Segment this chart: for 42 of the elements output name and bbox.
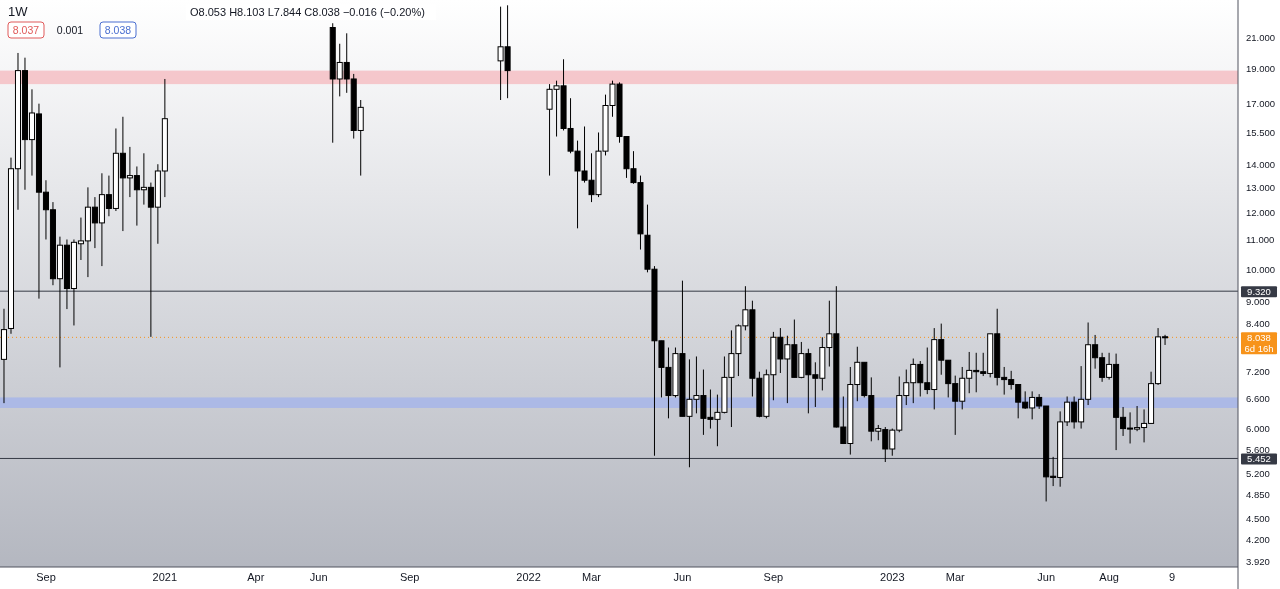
ref-line-label: 9.320: [1247, 286, 1271, 297]
y-tick-label: 4.500: [1246, 512, 1270, 524]
y-tick-label: 19.000: [1246, 63, 1276, 75]
y-tick-label: 21.000: [1246, 32, 1276, 44]
y-tick-label: 3.920: [1246, 555, 1270, 567]
x-tick-label: Jun: [673, 571, 692, 583]
y-tick-label: 12.000: [1246, 206, 1276, 218]
y-tick-label: 5.200: [1246, 467, 1270, 479]
ref-line-label: 5.452: [1247, 453, 1271, 465]
y-tick-label: 17.000: [1246, 97, 1276, 109]
y-tick-label: 4.850: [1246, 489, 1270, 501]
y-tick-label: 9.000: [1246, 296, 1270, 308]
y-tick-label: 11.000: [1246, 233, 1275, 245]
x-tick-label: Sep: [763, 571, 784, 583]
y-tick-label: 13.000: [1246, 181, 1276, 193]
x-tick-label: 2021: [152, 571, 178, 583]
y-tick-label: 10.000: [1246, 263, 1276, 275]
annotation: O8.053 H8.103 L7.844 C8.038 −0.016 (−0.20%): [190, 6, 425, 18]
y-tick-label: 8.400: [1246, 317, 1270, 329]
x-tick-label: Sep: [36, 571, 56, 583]
x-tick-label: Apr: [247, 571, 265, 583]
x-tick-label: 9: [1168, 571, 1176, 583]
x-tick-label: 2022: [516, 571, 541, 583]
x-tick-label: Aug: [1099, 571, 1119, 583]
y-tick-label: 6.000: [1246, 422, 1270, 434]
y-tick-label: 14.000: [1246, 158, 1276, 170]
ref-line-label: 8.038 6d 16h: [1244, 332, 1274, 355]
annotation: 0.001: [56, 23, 84, 36]
annotation: 8.037: [12, 23, 40, 36]
x-tick-label: Jun: [309, 571, 328, 583]
y-tick-label: 4.200: [1246, 534, 1270, 546]
x-tick-label: Mar: [945, 571, 966, 583]
x-tick-label: Jun: [1037, 571, 1056, 583]
x-tick-label: Mar: [582, 571, 602, 583]
x-tick-label: 2023: [880, 571, 905, 583]
chart-title: 1W: [8, 4, 29, 19]
y-tick-label: 7.200: [1246, 366, 1270, 378]
y-tick-label: 6.600: [1246, 393, 1270, 405]
y-tick-label: 5.600: [1246, 444, 1270, 456]
annotation: 8.038: [104, 23, 132, 36]
y-tick-label: 15.500: [1246, 126, 1276, 138]
x-tick-label: Sep: [399, 571, 420, 583]
